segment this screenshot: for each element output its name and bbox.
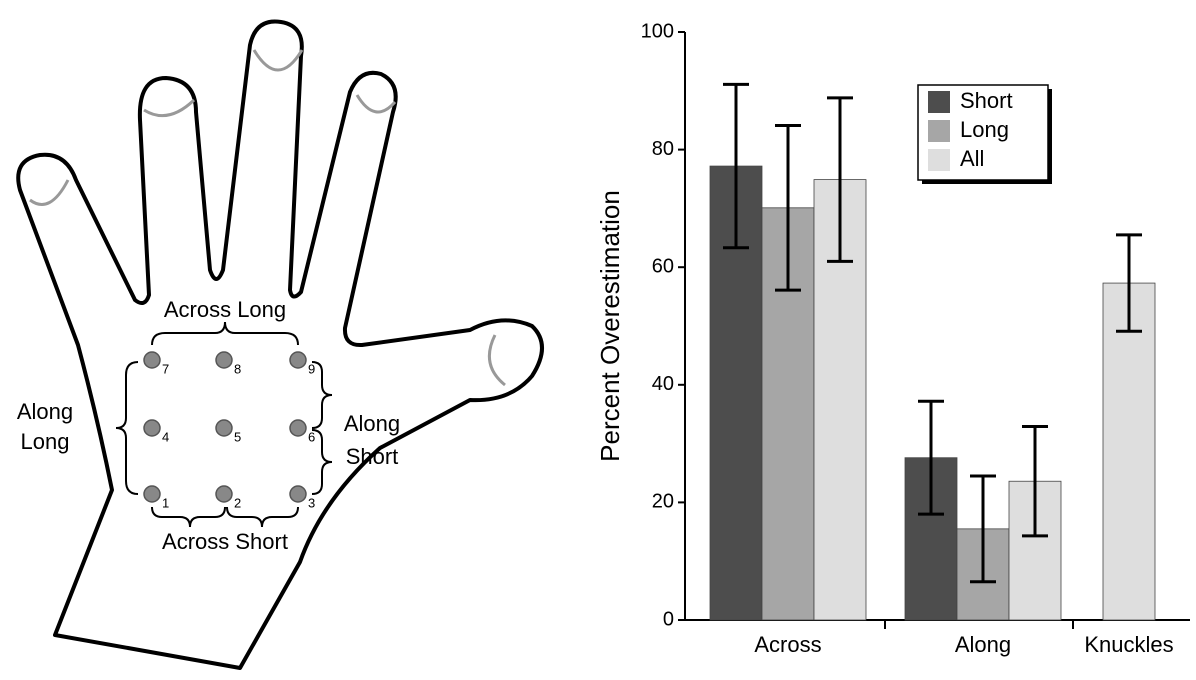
hand-outline <box>16 19 544 670</box>
x-tick-label: Across <box>754 632 821 657</box>
nail <box>143 98 196 118</box>
stimulus-dot <box>143 419 161 437</box>
y-tick-label: 80 <box>652 138 674 160</box>
point-number: 4 <box>162 429 169 444</box>
x-tick-label: Knuckles <box>1084 632 1173 657</box>
error-bar <box>1116 233 1142 333</box>
legend-label: Short <box>960 88 1013 113</box>
brace <box>226 506 299 528</box>
error-bar <box>918 399 944 516</box>
stimulus-dot <box>215 419 233 437</box>
region-label: Along <box>344 411 400 436</box>
legend-label: Long <box>960 117 1009 142</box>
region-label: Across Long <box>164 297 286 322</box>
region-label: Along <box>17 399 73 424</box>
brace <box>115 361 139 495</box>
nail <box>29 179 70 206</box>
point-number: 8 <box>234 361 241 376</box>
legend-swatch <box>928 149 950 171</box>
point-number: 6 <box>308 429 315 444</box>
stimulus-dot <box>289 351 307 369</box>
brace <box>311 361 333 429</box>
nail <box>487 334 506 387</box>
point-number: 2 <box>234 495 241 510</box>
nail <box>355 94 397 114</box>
region-label: Across Short <box>162 529 288 554</box>
point-number: 9 <box>308 361 315 376</box>
brace <box>311 429 333 495</box>
brace <box>151 321 299 346</box>
stimulus-dot <box>143 485 161 503</box>
y-axis-label: Percent Overestimation <box>595 190 625 462</box>
stimulus-dot <box>215 485 233 503</box>
brace <box>151 506 226 528</box>
point-number: 3 <box>308 495 315 510</box>
stimulus-dot <box>289 485 307 503</box>
error-bar <box>723 82 749 250</box>
bar <box>1102 282 1156 621</box>
point-number: 7 <box>162 361 169 376</box>
hand <box>16 19 544 670</box>
error-bar <box>970 474 996 584</box>
fingernails <box>29 49 506 387</box>
stimulus-dot <box>289 419 307 437</box>
y-tick-label: 0 <box>663 608 674 630</box>
y-tick-label: 40 <box>652 373 674 395</box>
y-tick-label: 20 <box>652 491 674 513</box>
error-bar <box>775 123 801 292</box>
region-label: Long <box>21 429 70 454</box>
legend: Short Long All <box>917 84 1052 184</box>
point-number: 1 <box>162 495 169 510</box>
y-tick-label: 100 <box>641 20 674 42</box>
region-label: Short <box>346 444 399 469</box>
braces <box>115 321 333 528</box>
legend-swatch <box>928 91 950 113</box>
nail <box>252 49 304 72</box>
error-bar <box>827 96 853 263</box>
legend-label: All <box>960 146 984 171</box>
stimulus-points: 1 2 3 4 5 6 7 8 9 <box>143 351 315 510</box>
point-number: 5 <box>234 429 241 444</box>
stimulus-dot <box>215 351 233 369</box>
y-tick-label: 60 <box>652 255 674 277</box>
stimulus-dot <box>143 351 161 369</box>
x-tick-label: Along <box>955 632 1011 657</box>
error-bar <box>1022 425 1048 538</box>
bar-chart: 0 20 40 60 80 100 Across Along Knuckles Short Long… <box>641 20 1190 657</box>
legend-swatch <box>928 120 950 142</box>
